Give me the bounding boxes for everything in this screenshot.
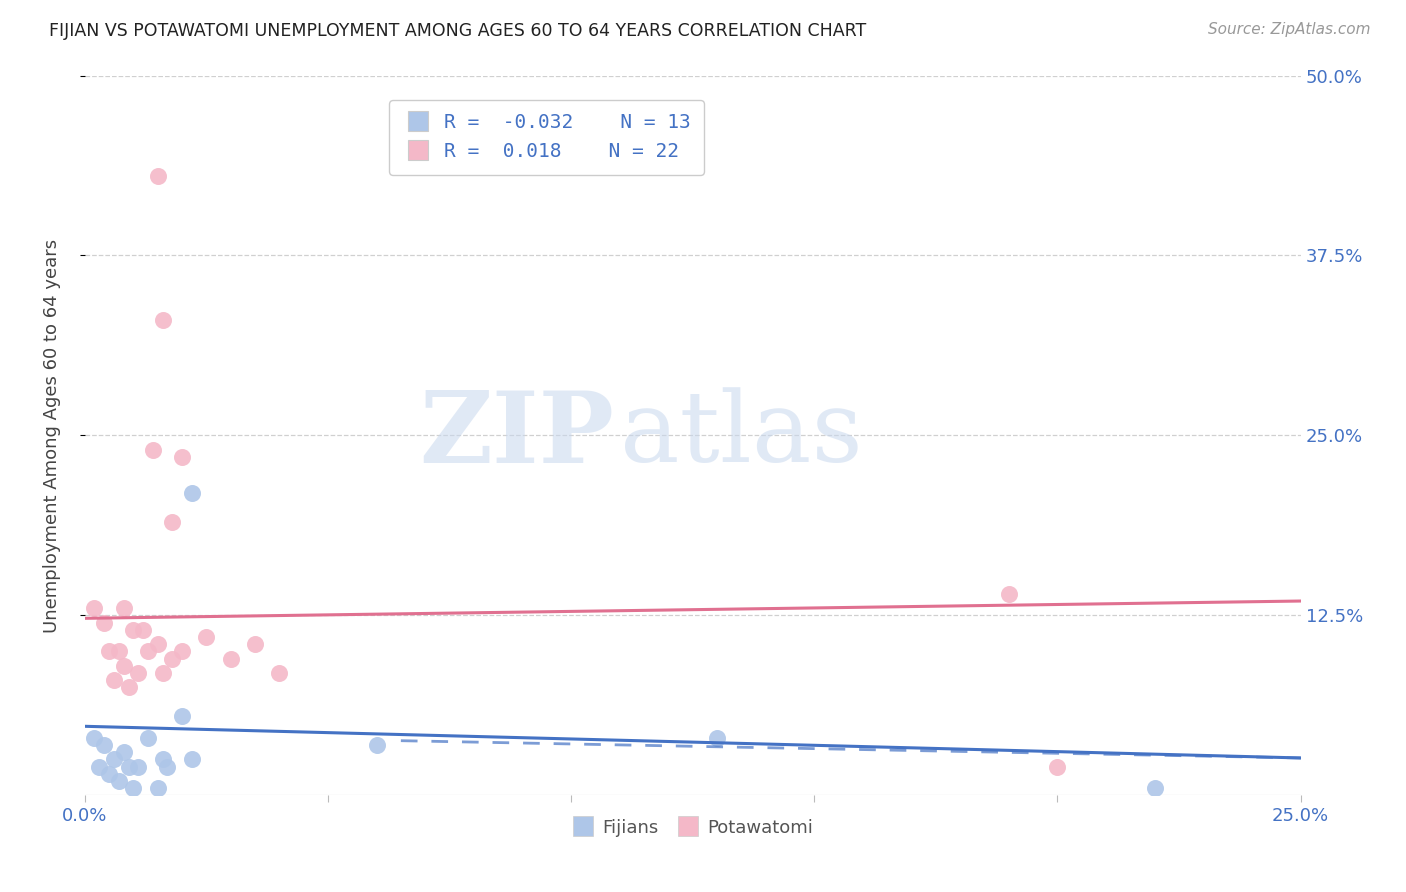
Point	[83, 601, 105, 615]
Text: Source: ZipAtlas.com: Source: ZipAtlas.com	[1208, 22, 1371, 37]
Point	[136, 731, 159, 745]
Text: FIJIAN VS POTAWATOMI UNEMPLOYMENT AMONG AGES 60 TO 64 YEARS CORRELATION CHART: FIJIAN VS POTAWATOMI UNEMPLOYMENT AMONG …	[49, 22, 866, 40]
Point	[107, 774, 129, 789]
Point	[117, 759, 139, 773]
Point	[1143, 781, 1166, 796]
Point	[103, 673, 125, 688]
Point	[156, 759, 179, 773]
Point	[162, 651, 184, 665]
Text: ZIP: ZIP	[419, 387, 613, 484]
Point	[127, 666, 149, 681]
Point	[170, 450, 193, 464]
Point	[98, 766, 121, 780]
Point	[112, 601, 135, 615]
Point	[117, 681, 139, 695]
Y-axis label: Unemployment Among Ages 60 to 64 years: Unemployment Among Ages 60 to 64 years	[44, 238, 60, 632]
Point	[98, 644, 121, 658]
Point	[170, 709, 193, 723]
Point	[152, 666, 174, 681]
Point	[122, 623, 145, 637]
Point	[998, 587, 1021, 601]
Point	[146, 781, 169, 796]
Point	[152, 313, 174, 327]
Point	[146, 637, 169, 651]
Point	[180, 752, 202, 766]
Point	[112, 745, 135, 759]
Point	[83, 731, 105, 745]
Point	[136, 644, 159, 658]
Point	[269, 666, 291, 681]
Point	[142, 442, 165, 457]
Point	[170, 644, 193, 658]
Point	[93, 615, 115, 630]
Text: atlas: atlas	[620, 387, 862, 483]
Point	[107, 644, 129, 658]
Point	[152, 752, 174, 766]
Point	[146, 169, 169, 184]
Point	[162, 515, 184, 529]
Point	[243, 637, 266, 651]
Point	[127, 759, 149, 773]
Point	[93, 738, 115, 752]
Point	[706, 731, 728, 745]
Point	[366, 738, 388, 752]
Point	[1046, 759, 1069, 773]
Point	[195, 630, 218, 644]
Point	[112, 658, 135, 673]
Point	[180, 486, 202, 500]
Point	[89, 759, 111, 773]
Legend: Fijians, Potawatomi: Fijians, Potawatomi	[565, 812, 821, 844]
Point	[122, 781, 145, 796]
Point	[219, 651, 242, 665]
Point	[103, 752, 125, 766]
Point	[132, 623, 155, 637]
